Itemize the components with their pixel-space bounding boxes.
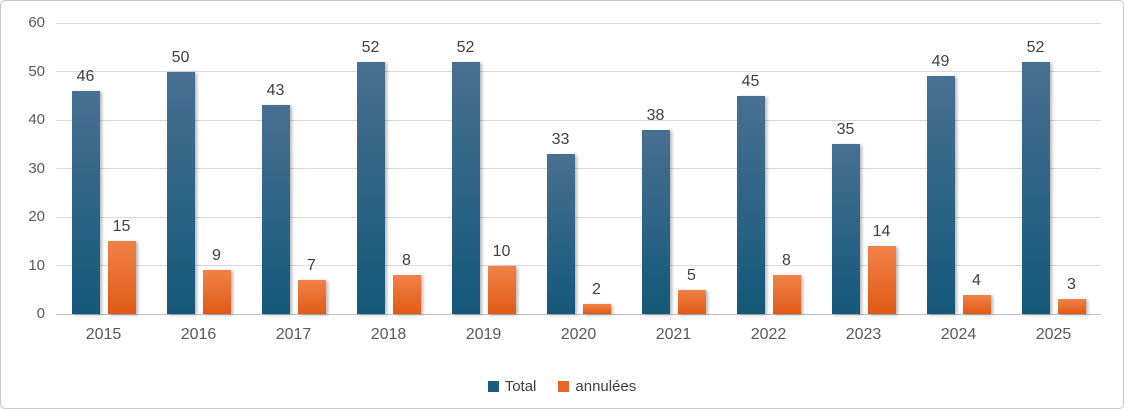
bar-total-2019 xyxy=(451,61,480,314)
bar-total-2017 xyxy=(261,105,290,314)
bar-value-label: 7 xyxy=(307,257,316,275)
x-axis-tick-label: 2016 xyxy=(180,326,217,343)
legend-swatch-total xyxy=(487,381,499,392)
bar-value-label: 45 xyxy=(741,72,760,90)
legend-label-total: Total xyxy=(504,378,537,395)
bar-total-2023 xyxy=(831,144,860,314)
x-axis-tick-label: 2020 xyxy=(560,326,597,343)
bar-value-label: 15 xyxy=(112,218,131,236)
bar-value-label: 10 xyxy=(492,242,511,260)
bar-value-label: 8 xyxy=(402,252,411,270)
bar-value-label: 9 xyxy=(212,247,221,265)
bar-value-label: 3 xyxy=(1067,276,1076,294)
x-axis-tick-label: 2023 xyxy=(845,326,882,343)
bar-annulees-2017 xyxy=(297,280,326,314)
bar-value-label: 38 xyxy=(646,106,665,124)
bar-total-2015 xyxy=(71,90,100,314)
bar-value-label: 14 xyxy=(872,223,891,241)
legend-item-total: Total xyxy=(487,378,537,395)
bar-total-2025 xyxy=(1021,61,1050,314)
bar-annulees-2022 xyxy=(772,275,801,314)
y-axis-tick-label: 60 xyxy=(28,14,45,31)
gridline-10 xyxy=(56,265,1101,266)
y-axis-tick-label: 30 xyxy=(28,159,45,177)
x-axis-tick-label: 2025 xyxy=(1035,326,1072,343)
bar-value-label: 52 xyxy=(456,38,475,56)
bar-annulees-2018 xyxy=(392,275,421,314)
bar-annulees-2016 xyxy=(202,270,231,314)
y-axis-tick-label: 10 xyxy=(28,256,45,274)
bar-annulees-2021 xyxy=(677,289,706,314)
legend-label-annulees: annulées xyxy=(575,378,637,395)
y-axis-tick-label: 20 xyxy=(28,208,45,225)
bar-value-label: 8 xyxy=(782,252,791,270)
gridline-40 xyxy=(56,119,1101,121)
bar-annulees-2024 xyxy=(962,294,991,314)
bar-total-2018 xyxy=(356,61,385,314)
bar-value-label: 46 xyxy=(76,67,95,85)
bar-value-label: 49 xyxy=(931,53,950,71)
bar-value-label: 33 xyxy=(551,130,570,148)
y-axis-tick-label: 50 xyxy=(28,62,45,80)
bar-total-2022 xyxy=(736,95,765,314)
y-axis-tick-label: 40 xyxy=(28,111,45,128)
chart-legend: Total annulées xyxy=(1,378,1123,395)
legend-swatch-annulees xyxy=(558,381,570,392)
x-axis-tick-label: 2021 xyxy=(655,326,692,343)
gridline-0 xyxy=(56,313,1101,315)
plot-area: 46 15 50 9 43 7 52 8 52 10 33 2 38 5 45 8 35 14 49 4 52 3 xyxy=(56,22,1101,315)
gridline-50 xyxy=(56,71,1101,72)
bar-total-2020 xyxy=(546,153,575,314)
bar-total-2016 xyxy=(166,71,195,314)
bar-value-label: 2 xyxy=(592,281,601,299)
x-axis-tick-label: 2017 xyxy=(275,326,312,343)
x-axis-tick-label: 2019 xyxy=(465,326,502,343)
x-axis-tick-label: 2022 xyxy=(750,326,787,343)
x-axis-tick-label: 2018 xyxy=(370,326,407,343)
y-axis-tick-label: 0 xyxy=(36,305,45,322)
bar-total-2024 xyxy=(926,76,955,314)
bar-value-label: 5 xyxy=(687,266,696,284)
x-axis-tick-label: 2024 xyxy=(940,326,977,343)
bar-annulees-2020 xyxy=(582,304,611,314)
x-axis-tick-label: 2015 xyxy=(85,326,122,343)
gridline-30 xyxy=(56,168,1101,169)
bar-value-label: 52 xyxy=(1026,38,1045,56)
bar-value-label: 35 xyxy=(836,121,855,139)
legend-item-annulees: annulées xyxy=(558,378,636,395)
gridline-20 xyxy=(56,216,1101,218)
bar-value-label: 43 xyxy=(266,82,285,100)
bar-value-label: 52 xyxy=(361,38,380,56)
bar-annulees-2015 xyxy=(107,241,136,314)
bar-total-2021 xyxy=(641,129,670,314)
bar-value-label: 4 xyxy=(972,271,981,289)
gridline-60 xyxy=(56,22,1101,24)
bar-annulees-2023 xyxy=(867,246,896,314)
bar-value-label: 50 xyxy=(171,48,190,66)
bar-annulees-2025 xyxy=(1057,299,1086,314)
bar-annulees-2019 xyxy=(487,265,516,314)
